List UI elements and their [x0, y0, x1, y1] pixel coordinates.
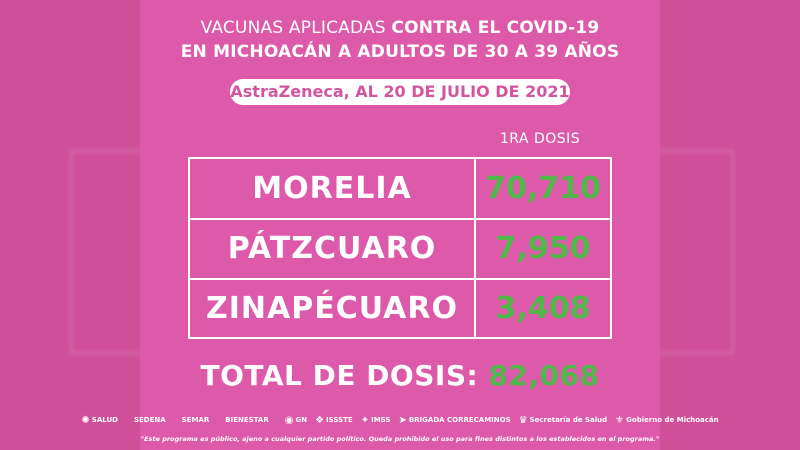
roadrunner-icon: ➤: [398, 414, 407, 426]
logo-semar: SEMAR: [181, 416, 210, 424]
logo-gobierno-michoacan: ⚜ Gobierno de Michoacán: [615, 414, 719, 426]
logo-salud: ✺ SALUD: [81, 414, 118, 426]
logo-imss: ✦ IMSS: [360, 414, 391, 426]
table-row: PÁTZCUARO 7,950: [190, 219, 610, 279]
logo-sedena: SEDENA: [133, 416, 166, 424]
municipio-cell: PÁTZCUARO: [227, 231, 437, 266]
total-dosis: TOTAL DE DOSIS: 82,068: [140, 359, 660, 392]
dosis-cell: 7,950: [495, 231, 591, 266]
column-header: 1RA DOSIS: [499, 131, 581, 147]
eagle-icon: ✺: [81, 414, 90, 426]
logo-brigada: ➤ BRIGADA CORRECAMINOS: [398, 414, 511, 426]
title-line2: EN MICHOACÁN A ADULTOS DE 30 A 39 AÑOS: [180, 42, 620, 62]
logo-gn: ◉ GN: [284, 414, 308, 426]
table-divider: [190, 278, 610, 280]
emblem-icon: ❖: [315, 414, 325, 426]
subtitle-pill: AstraZeneca, AL 20 DE JULIO DE 2021: [230, 79, 570, 105]
municipio-cell: MORELIA: [252, 171, 412, 206]
ghost-table: [660, 150, 734, 354]
dosis-cell: 3,408: [495, 291, 591, 326]
table-row: ZINAPÉCUARO 3,408: [190, 279, 610, 339]
total-value: 82,068: [488, 359, 600, 392]
table-row: MORELIA 70,710: [190, 159, 610, 219]
ghost-table: [70, 150, 140, 354]
eagle-icon: ✦: [360, 414, 370, 426]
disclaimer-text: "Este programa es público, ajeno a cualq…: [140, 435, 660, 443]
logo-secretaria-salud: ♛ Secretaría de Salud: [518, 414, 608, 426]
table-divider-vertical: [474, 159, 476, 337]
dosis-cell: 70,710: [485, 171, 601, 206]
title-line1-normal: VACUNAS APLICADAS: [200, 18, 392, 38]
shield-icon: ◉: [284, 414, 294, 426]
crest-icon: ⚜: [615, 414, 625, 426]
municipio-cell: ZINAPÉCUARO: [206, 291, 458, 326]
crest-icon: ♛: [518, 414, 528, 426]
table-divider: [190, 218, 610, 220]
dosis-table: MORELIA 70,710 PÁTZCUARO 7,950 ZINAPÉCUA…: [188, 157, 612, 339]
logo-bienestar: BIENESTAR: [225, 416, 269, 424]
vaccine-infographic: VACUNAS APLICADAS CONTRA EL COVID-19 EN …: [81, 0, 719, 450]
background-right-blur: [660, 0, 800, 450]
total-label: TOTAL DE DOSIS:: [200, 359, 489, 392]
background-left-blur: [0, 0, 140, 450]
page-title: VACUNAS APLICADAS CONTRA EL COVID-19 EN …: [140, 16, 660, 64]
title-line1-bold: CONTRA EL COVID-19: [391, 18, 600, 38]
logo-issste: ❖ ISSSTE: [315, 414, 353, 426]
logo-strip: ✺ SALUD SEDENA SEMAR BIENESTAR ◉ GN ❖ ISSST…: [81, 411, 718, 429]
